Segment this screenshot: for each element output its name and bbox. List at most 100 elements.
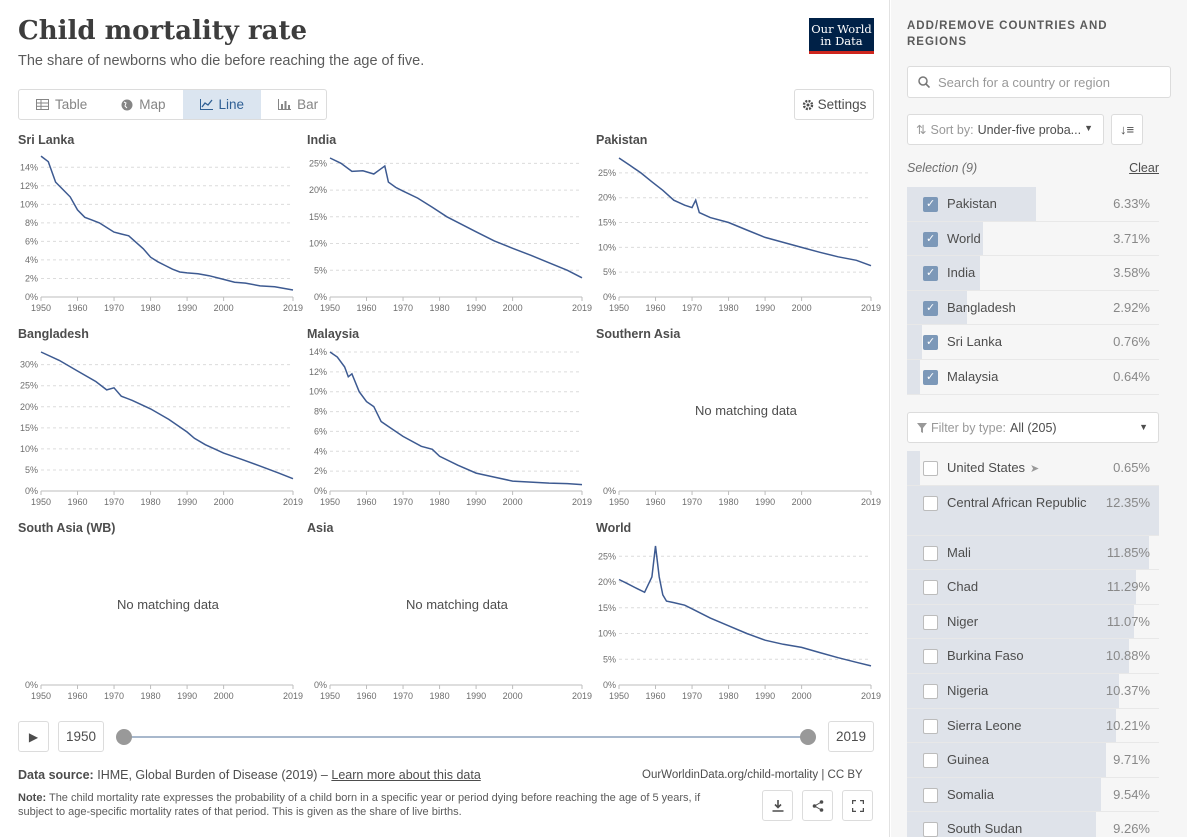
value-bar [907,674,1119,708]
entity-row[interactable]: United States ➤ 0.65% [907,451,1159,486]
x-tick-label: 2019 [861,497,881,507]
logo-line-1: Our World [811,22,872,36]
tab-table[interactable]: Table [19,90,104,119]
search-placeholder: Search for a country or region [938,74,1110,90]
x-tick-label: 1980 [719,497,739,507]
entity-checkbox[interactable] [923,580,938,596]
entity-checkbox[interactable] [923,197,938,212]
fullscreen-button[interactable] [842,790,873,821]
entity-row[interactable]: Mali 11.85% [907,535,1159,571]
entity-checkbox[interactable] [923,231,938,247]
entity-row[interactable]: Central African Republic 12.35% [907,485,1159,536]
entity-value: 10.88% [1105,648,1150,664]
entity-row[interactable]: South Sudan 9.26% [907,812,1159,837]
chevron-down-icon: ▼ [1139,422,1148,432]
clear-selection-button[interactable]: Clear [1129,161,1159,175]
entity-value: 9.54% [1113,786,1150,802]
end-year[interactable]: 2019 [828,721,874,752]
share-button[interactable] [802,790,833,821]
type-filter-select[interactable]: Filter by type: All (205) ▼ [907,412,1159,443]
sort-select[interactable]: ⇅ Sort by: Under-five proba... ▼ [907,114,1104,145]
value-bar [907,743,1107,777]
entity-row[interactable]: Chad 11.29% [907,570,1159,605]
entity-checkbox[interactable] [923,649,938,665]
entity-row[interactable]: Sierra Leone 10.21% [907,708,1159,744]
value-bar [907,360,920,394]
x-tick-label: 2019 [572,303,592,313]
y-tick-label: 12% [20,181,38,191]
entity-name: Pakistan [947,196,997,211]
y-tick-label: 4% [25,255,38,265]
entity-checkbox[interactable] [923,684,938,699]
end-handle[interactable] [800,729,816,745]
entity-search[interactable]: Search for a country or region [907,66,1171,98]
selected-entity-row[interactable]: Pakistan 6.33% [907,187,1159,222]
x-tick-label: 1970 [682,691,702,701]
timeline-track[interactable] [124,736,808,738]
y-tick-label: 25% [20,381,38,391]
chart-svg: 0% 2% 4% 6% 8% 10% 12% 14% 1950 1960 1970 1980 1990 2… [309,347,592,507]
start-handle[interactable] [116,729,132,745]
learn-more-link[interactable]: Learn more about this data [331,768,481,782]
tab-map[interactable]: Map [104,90,182,119]
play-button[interactable]: ▶ [18,721,49,752]
entity-checkbox[interactable] [923,614,938,630]
chart-svg: 0% 5% 10% 15% 20% 25% 30% 1950 1960 1970 1980 1990 2… [20,351,303,507]
no-data-message: No matching data [695,403,797,418]
entity-row[interactable]: Guinea 9.71% [907,743,1159,778]
view-tabs: Table Map Line Bar [18,89,327,120]
y-tick-label: 2% [314,466,327,476]
owid-logo[interactable]: Our World in Data [809,18,874,54]
y-tick-label: 2% [25,273,38,283]
x-tick-label: 1970 [682,497,702,507]
x-tick-label: 1980 [719,303,739,313]
entity-row[interactable]: Burkina Faso 10.88% [907,639,1159,674]
download-button[interactable] [762,790,793,821]
entity-checkbox[interactable] [923,335,938,351]
entity-name: Niger [947,613,979,629]
selected-entity-row[interactable]: Bangladesh 2.92% [907,290,1159,326]
y-tick-label: 6% [25,236,38,246]
entity-name: Sierra Leone [947,717,1022,733]
settings-button[interactable]: Settings [794,89,874,120]
value-bar [907,570,1137,604]
x-tick-label: 1950 [320,303,340,313]
entity-checkbox[interactable] [923,495,938,511]
chart-panel-title: Sri Lanka [18,133,75,147]
entity-checkbox[interactable] [923,787,938,803]
entity-checkbox[interactable] [923,718,938,734]
selected-entity-row[interactable]: Sri Lanka 0.76% [907,325,1159,360]
entity-checkbox[interactable] [923,753,938,769]
y-tick-label: 8% [25,218,38,228]
source-url[interactable]: OurWorldinData.org/child-mortality | CC … [642,769,863,781]
x-tick-label: 1960 [68,303,88,313]
selected-entity-row[interactable]: India 3.58% [907,256,1159,291]
y-tick-label: 15% [309,212,327,222]
start-year[interactable]: 1950 [58,721,104,752]
entity-name: Nigeria [947,683,989,698]
entity-checkbox[interactable] [923,822,938,837]
logo-line-2: in Data [820,34,863,48]
x-tick-label: 1960 [357,691,377,701]
tab-bar[interactable]: Bar [261,90,335,119]
tab-line[interactable]: Line [182,90,262,119]
selected-entity-row[interactable]: Malaysia 0.64% [907,360,1159,395]
note-text: The child mortality rate expresses the p… [18,792,701,818]
selected-entity-row[interactable]: World 3.71% [907,221,1159,257]
entity-row[interactable]: Somalia 9.54% [907,777,1159,813]
entity-checkbox[interactable] [923,461,938,476]
sort-label: Sort by: [930,122,974,137]
y-tick-label: 0% [603,486,616,496]
entity-row[interactable]: Nigeria 10.37% [907,674,1159,709]
entity-checkbox[interactable] [923,266,938,282]
series-line [329,157,583,279]
entity-checkbox[interactable] [923,300,938,316]
timeline: ▶ 1950 2019 [18,721,874,753]
entity-row[interactable]: Niger 11.07% [907,604,1159,640]
expand-icon [851,799,864,812]
entity-checkbox[interactable] [923,370,938,385]
chart-panel: Bangladesh 0% 5% 10% 15% 20% 25% 30% 1950 1960 197… [18,327,303,507]
sort-order-button[interactable]: ↓≡ [1111,114,1143,145]
play-icon: ▶ [28,729,39,744]
entity-checkbox[interactable] [923,545,938,561]
